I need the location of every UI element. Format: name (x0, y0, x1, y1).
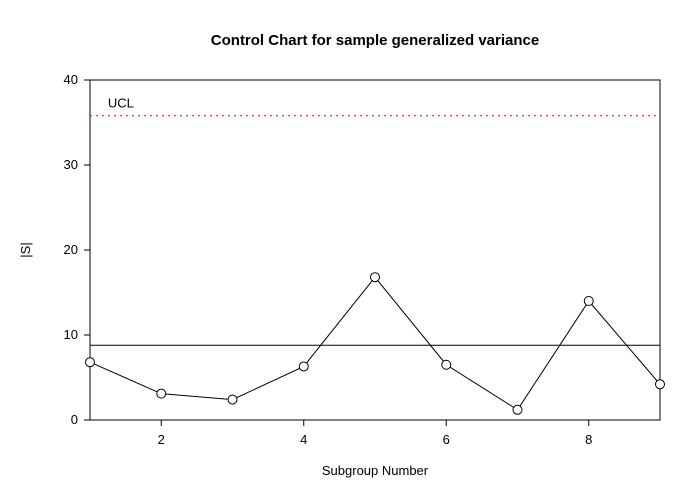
data-point (442, 360, 451, 369)
series-line (90, 277, 660, 410)
data-point (371, 273, 380, 282)
data-point (656, 380, 665, 389)
y-tick-label: 0 (71, 412, 78, 427)
chart-title: Control Chart for sample generalized var… (211, 32, 539, 49)
y-tick-label: 40 (64, 72, 78, 87)
data-point (299, 362, 308, 371)
y-tick-label: 20 (64, 242, 78, 257)
x-axis-label: Subgroup Number (322, 463, 429, 478)
x-tick-label: 4 (300, 432, 307, 447)
control-chart: 2 4 6 8 0 10 20 30 40 UCL Control Chart for sample… (0, 0, 690, 500)
data-point (228, 395, 237, 404)
y-tick-label: 30 (64, 157, 78, 172)
y-axis-label: |S| (18, 242, 33, 257)
data-point (584, 297, 593, 306)
y-tick-label: 10 (64, 327, 78, 342)
x-tick-label: 2 (158, 432, 165, 447)
data-point (513, 405, 522, 414)
x-tick-label: 8 (585, 432, 592, 447)
data-point (157, 389, 166, 398)
data-point (86, 358, 95, 367)
x-tick-label: 6 (443, 432, 450, 447)
ucl-label: UCL (108, 96, 134, 111)
plot-border (90, 80, 660, 420)
chart-container: 2 4 6 8 0 10 20 30 40 UCL Control Chart for sample… (0, 0, 690, 500)
